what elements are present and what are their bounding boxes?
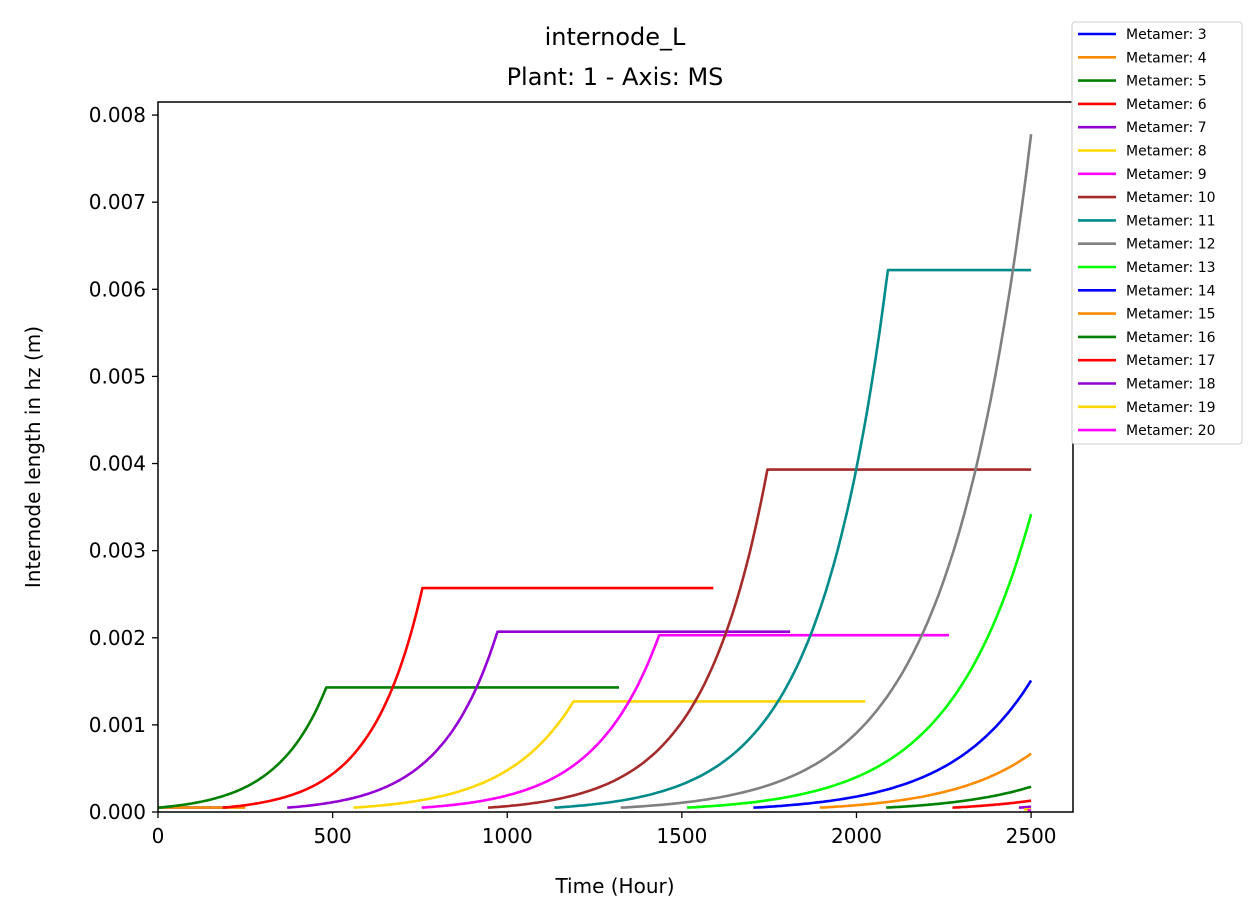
chart-title: internode_L	[545, 23, 686, 51]
series-line-15	[952, 799, 1032, 809]
x-tick-label: 0	[152, 824, 165, 848]
series-line-3	[157, 686, 619, 809]
y-tick-label: 0.002	[89, 626, 146, 650]
x-tick-label: 500	[314, 824, 352, 848]
legend-label: Metamer: 8	[1126, 144, 1207, 160]
legend-label: Metamer: 5	[1126, 74, 1207, 90]
series-line-4	[222, 586, 714, 809]
chart-subtitle: Plant: 1 - Axis: MS	[507, 63, 724, 91]
plot-area	[157, 134, 1033, 812]
legend-label: Metamer: 9	[1126, 167, 1207, 183]
series-line-11	[687, 513, 1033, 809]
series-line-14	[886, 785, 1032, 809]
series-line-9	[554, 268, 1032, 809]
y-tick-label: 0.006	[89, 277, 146, 301]
legend-label: Metamer: 19	[1126, 400, 1216, 416]
legend-label: Metamer: 10	[1126, 190, 1216, 206]
series-line-10	[620, 134, 1033, 809]
series-line-6	[353, 700, 866, 809]
legend-label: Metamer: 7	[1126, 120, 1207, 136]
legend-label: Metamer: 16	[1126, 330, 1216, 346]
legend-label: Metamer: 12	[1126, 237, 1216, 253]
series-line-8	[487, 468, 1032, 809]
legend-label: Metamer: 18	[1126, 377, 1216, 393]
series-line-16	[1017, 805, 1033, 809]
y-tick-label: 0.005	[89, 364, 146, 388]
y-tick-label: 0.004	[89, 452, 146, 476]
legend-label: Metamer: 11	[1126, 213, 1216, 229]
series-line-12	[753, 679, 1033, 809]
x-tick-label: 2500	[1006, 824, 1057, 848]
y-tick-label: 0.007	[89, 190, 146, 214]
legend-label: Metamer: 14	[1126, 283, 1216, 299]
legend: Metamer: 3 Metamer: 4 Metamer: 5 Metamer: 6…	[1071, 21, 1243, 445]
x-tick-label: 1000	[482, 824, 533, 848]
y-axis: 0.000 0.001 0.002 0.003 0.004 0.005 0.006 0.007…	[89, 103, 158, 824]
legend-label: Metamer: 17	[1126, 353, 1216, 369]
legend-label: Metamer: 20	[1126, 423, 1216, 439]
series-line-13	[819, 752, 1032, 809]
x-tick-label: 2000	[831, 824, 882, 848]
legend-label: Metamer: 13	[1126, 260, 1216, 276]
plot-frame	[157, 101, 1074, 813]
legend-label: Metamer: 3	[1126, 27, 1207, 43]
y-tick-label: 0.000	[89, 800, 146, 824]
y-tick-label: 0.001	[89, 713, 146, 737]
y-axis-label: Internode length in hz (m)	[21, 326, 45, 588]
y-tick-label: 0.008	[89, 103, 146, 127]
legend-label: Metamer: 6	[1126, 97, 1207, 113]
legend-label: Metamer: 15	[1126, 307, 1216, 323]
x-axis: 0 500 1000 1500 2000 2500	[152, 812, 1057, 848]
y-tick-label: 0.003	[89, 539, 146, 563]
x-tick-label: 1500	[656, 824, 707, 848]
series-line-7	[421, 633, 949, 809]
x-axis-label: Time (Hour)	[554, 874, 674, 898]
series-line-5	[287, 630, 791, 809]
legend-label: Metamer: 4	[1126, 50, 1207, 66]
